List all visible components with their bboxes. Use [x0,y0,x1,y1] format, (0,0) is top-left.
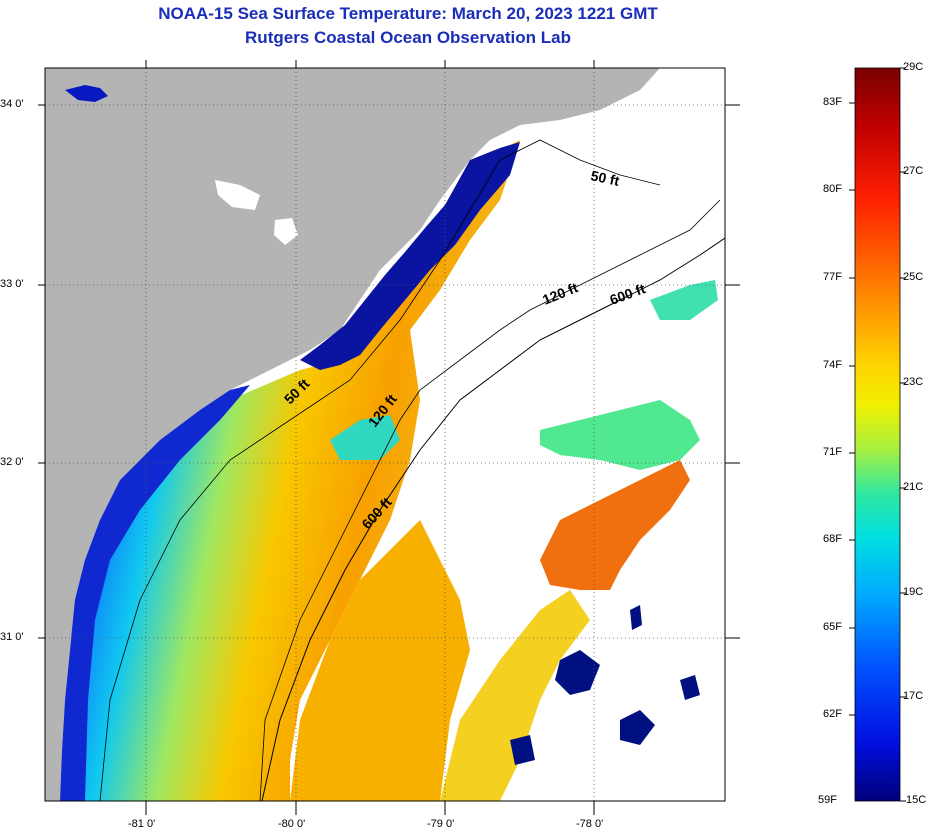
lon-label-79: -79 0' [427,818,455,830]
cb-c-15: 15C [906,794,927,806]
cb-c-17: 17C [903,690,924,702]
dark-blue-fringe-south [60,385,250,801]
contour-600ft [261,237,725,801]
cb-c-29: 29C [903,61,924,73]
inland-white-patch-2 [274,218,298,245]
contour-50ft [99,139,661,801]
map-title: NOAA-15 Sea Surface Temperature: March 2… [158,4,658,23]
colorbar-ticks [849,67,906,802]
lat-label-32: 32 0' [0,456,24,468]
lon-label-81: -81 0' [128,818,156,830]
cb-c-19: 19C [903,586,924,598]
cb-f-68: 68F [823,533,842,545]
lat-label-33: 33 0' [0,278,24,290]
lon-label-80: -80 0' [278,818,306,830]
land-mainland [45,68,660,801]
cb-f-65: 65F [823,621,842,633]
lat-label-34: 34 0' [0,98,24,110]
inland-white-patch [215,180,260,210]
cb-f-80: 80F [823,183,842,195]
cb-c-27: 27C [903,165,924,177]
cb-f-74: 74F [823,359,842,371]
lat-label-31: 31 0' [0,631,24,643]
map-subtitle: Rutgers Coastal Ocean Observation Lab [245,28,571,47]
cb-f-62: 62F [823,708,842,720]
gulf-stream [540,460,690,590]
cb-c-25: 25C [903,271,924,283]
offshore-blue-specks [510,605,700,765]
cb-c-23: 23C [903,376,924,388]
sst-field-coastal [70,140,520,801]
inland-lake [65,85,108,102]
graticule [45,68,725,801]
contour-120ft [259,199,721,801]
contour-label-50ft-north: 50 ft [589,167,621,189]
cb-f-71: 71F [823,446,842,458]
colorbar [854,67,901,802]
sst-patch-green [540,400,700,470]
map-ticks [38,60,740,815]
lon-label-78: -78 0' [576,818,604,830]
sst-field-warm [290,520,470,801]
map-border [44,67,726,802]
dark-blue-fringe-north [300,142,520,370]
cb-f-83: 83F [823,96,842,108]
sst-field-offshore [440,590,590,801]
sst-patch-northeast [650,280,718,320]
cb-f-77: 77F [823,271,842,283]
sst-patch-mid [330,415,400,460]
cb-c-21: 21C [903,481,924,493]
cb-f-59: 59F [818,794,837,806]
